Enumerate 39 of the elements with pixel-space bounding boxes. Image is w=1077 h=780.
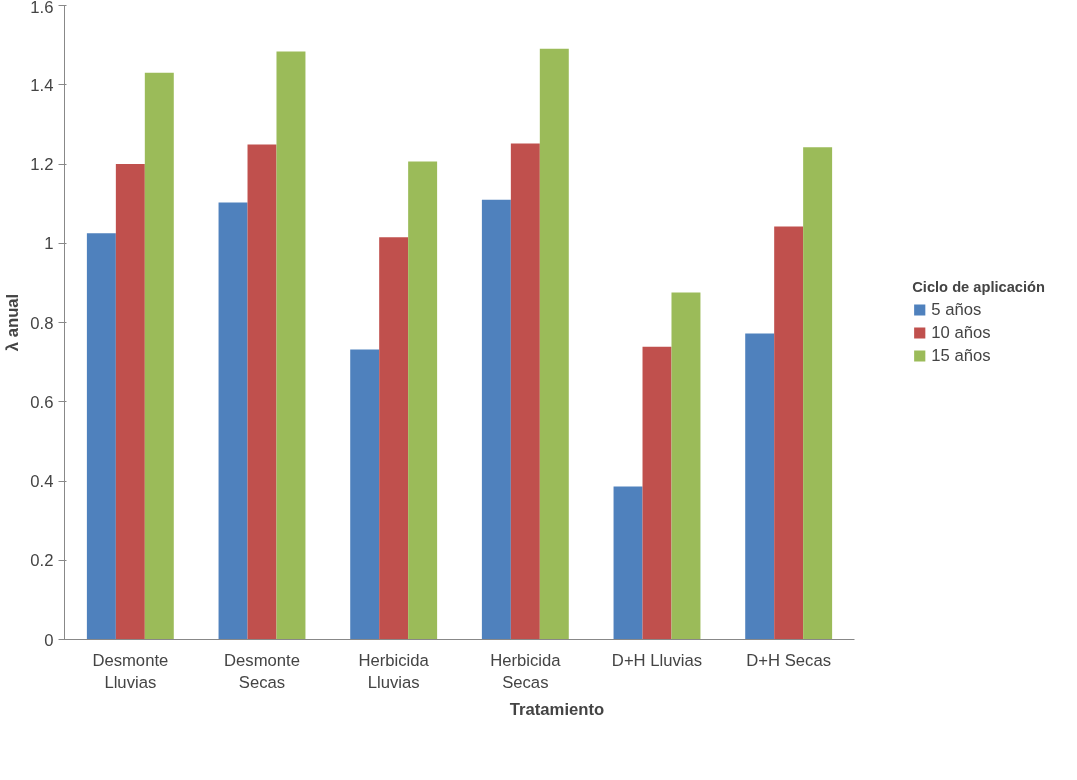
x-tick-label: D+H Lluvias [611,650,703,670]
y-tick-label: 0.8 [30,313,54,333]
bar [276,51,306,640]
bar [144,72,174,640]
bar [379,237,409,640]
bar [774,226,804,640]
bar [539,48,569,640]
bar [803,147,833,640]
bar [745,333,775,640]
legend-label: 5 años [931,299,982,320]
bar [86,233,116,640]
x-tick-label: Desmonte Secas [224,650,300,693]
y-tick-label: 0 [44,630,54,650]
y-tick-label: 1 [44,234,54,254]
x-axis-title: Tratamiento [509,700,605,720]
y-tick-label: 1.6 [30,0,54,17]
bar [671,292,701,640]
bar [510,143,540,640]
y-tick-label: 0.6 [30,392,54,412]
bar [408,161,438,640]
y-tick-label: 0.4 [30,472,54,491]
legend-label: 10 años [931,322,991,343]
bar [218,202,248,640]
y-tick-label: 1.4 [30,75,54,95]
y-tick-label: 1.2 [30,155,54,174]
bar [247,144,277,640]
bar [481,199,511,640]
x-tick-label: D+H Secas [746,650,832,670]
bar [642,346,672,640]
legend-label: 15 años [931,345,991,366]
x-tick-label: Herbicida Lluvias [358,650,430,693]
bar [350,349,380,640]
bar [613,486,643,640]
y-tick-label: 0.2 [30,551,54,571]
x-tick-label: Desmonte Lluvias [92,650,169,693]
x-tick-label: Herbicida Secas [490,650,562,693]
bar [115,164,145,640]
legend-title: Ciclo de aplicación [912,278,1045,295]
y-axis-title: λ anual [3,293,23,352]
